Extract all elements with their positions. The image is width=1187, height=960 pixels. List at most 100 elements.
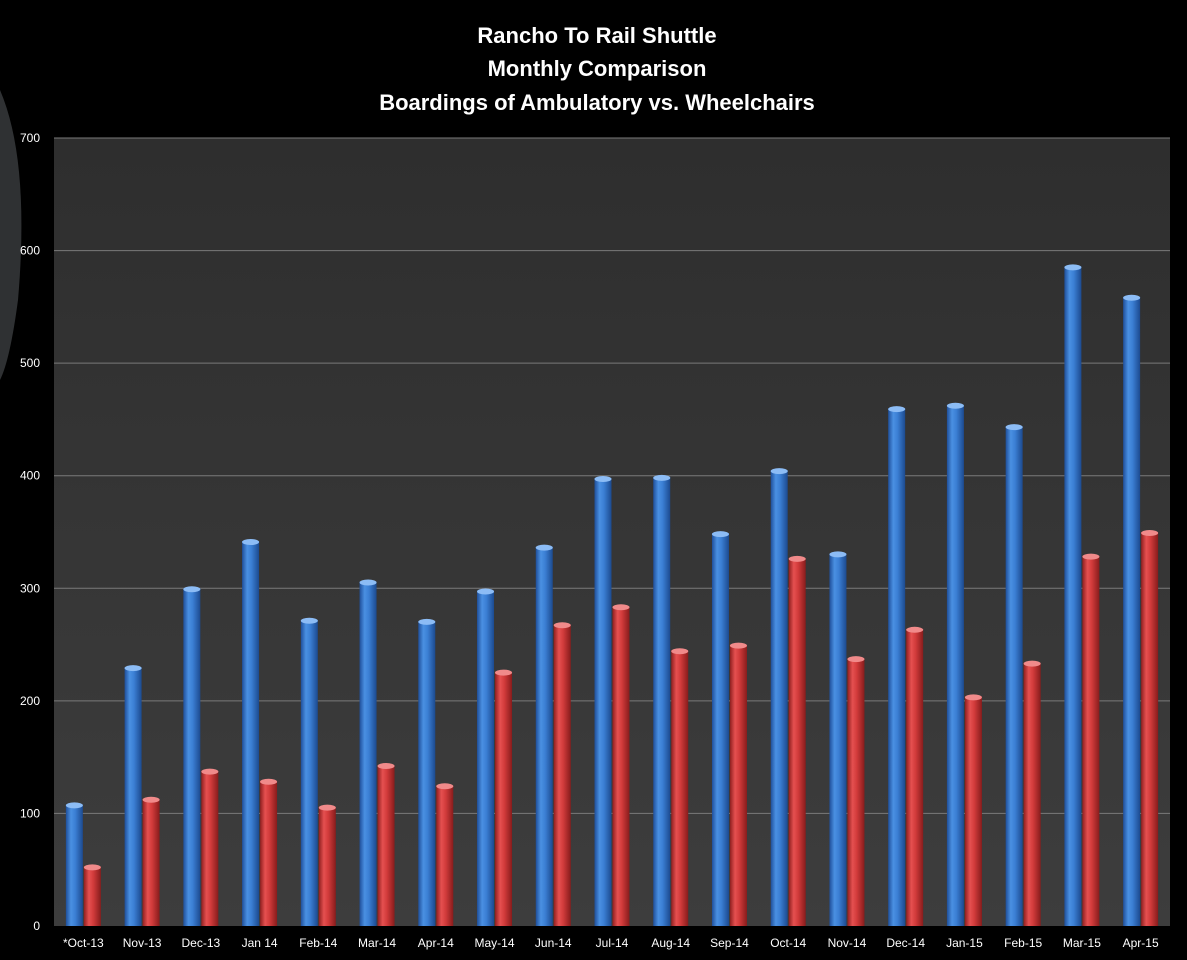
x-tick-label: Dec-14 [886,936,925,950]
bar-ambulatory [418,620,436,926]
chart-subtitle-line-1: Monthly Comparison [488,56,707,81]
bar-wheelchair [83,866,101,926]
x-tick-label: May-14 [475,936,515,950]
bar-ambulatory [477,590,495,926]
x-tick-label: Mar-15 [1063,936,1101,950]
bar-cap-ambulatory [1005,424,1023,431]
bar-wheelchair [553,624,571,926]
x-tick-label: Mar-14 [358,936,396,950]
y-tick-label: 500 [20,356,40,370]
x-tick-label: Dec-13 [181,936,220,950]
background-photo-edge [0,90,22,380]
bar-cap-ambulatory [1064,264,1082,271]
bar-wheelchair [377,765,395,926]
bar-cap-wheelchair [906,626,924,633]
chart-title: Rancho To Rail Shuttle [477,23,716,48]
x-tick-label: *Oct-13 [63,936,104,950]
bar-wheelchair [1141,532,1159,926]
bar-cap-ambulatory [946,402,964,409]
x-tick-label: Oct-14 [770,936,806,950]
bar-cap-ambulatory [65,802,83,809]
bar-cap-wheelchair [729,642,747,649]
gridlines [54,137,1170,814]
bar-ambulatory [770,470,788,926]
bar-wheelchair [612,606,630,926]
bar-cap-ambulatory [535,544,553,551]
bar-wheelchair [142,798,160,926]
bar-ambulatory [359,581,377,926]
bar-ambulatory [946,404,964,926]
y-tick-label: 400 [20,469,40,483]
bar-cap-wheelchair [847,656,865,663]
bar-cap-ambulatory [829,551,847,558]
bar-cap-wheelchair [671,648,689,655]
bar-cap-wheelchair [1082,553,1100,560]
bar-wheelchair [1023,662,1041,926]
bars [65,264,1159,927]
y-tick-label: 100 [20,806,40,820]
bar-cap-wheelchair [201,768,219,775]
bar-cap-ambulatory [242,539,260,546]
x-tick-label: Jun-14 [535,936,572,950]
bar-ambulatory [888,408,906,927]
bar-cap-ambulatory [124,665,142,672]
bar-cap-ambulatory [418,618,436,625]
bar-cap-ambulatory [653,474,671,481]
bar-cap-wheelchair [83,864,101,871]
bar-ambulatory [711,533,729,926]
bar-cap-wheelchair [318,804,336,811]
x-tick-label: Feb-14 [299,936,337,950]
x-tick-label: Jan-15 [946,936,983,950]
bar-ambulatory [300,619,318,926]
bar-cap-wheelchair [964,694,982,701]
y-tick-label: 200 [20,694,40,708]
bar-ambulatory [829,553,847,926]
bar-ambulatory [653,476,671,926]
x-tick-label: Jan 14 [242,936,278,950]
bar-wheelchair [964,696,982,926]
bar-ambulatory [242,541,260,926]
bar-ambulatory [183,588,201,926]
bar-cap-ambulatory [770,468,788,475]
bar-cap-ambulatory [359,579,377,586]
bar-wheelchair [906,628,924,926]
bar-cap-wheelchair [1141,530,1159,536]
bar-cap-ambulatory [711,531,729,538]
bar-wheelchair [436,785,454,926]
bar-cap-wheelchair [436,783,454,790]
bar-wheelchair [847,658,865,926]
y-tick-label: 300 [20,581,40,595]
bar-cap-ambulatory [300,617,318,624]
bar-cap-wheelchair [553,622,571,629]
bar-cap-wheelchair [495,669,513,676]
bar-wheelchair [318,806,336,926]
plot-area [54,138,1170,926]
bar-ambulatory [1064,266,1082,926]
x-tick-label: Feb-15 [1004,936,1042,950]
bar-cap-ambulatory [1123,294,1141,301]
bar-ambulatory [1005,426,1023,926]
bar-wheelchair [729,644,747,926]
y-tick-label: 600 [20,244,40,258]
bar-wheelchair [201,770,219,926]
bar-ambulatory [594,477,612,926]
chart-subtitle-line-2: Boardings of Ambulatory vs. Wheelchairs [379,90,815,115]
bar-ambulatory [65,804,83,926]
bar-wheelchair [495,671,513,926]
bar-wheelchair [1082,555,1100,926]
bar-wheelchair [788,557,806,926]
bar-ambulatory [124,667,142,926]
bar-cap-ambulatory [477,588,495,595]
bar-cap-wheelchair [1023,660,1041,667]
bar-wheelchair [671,650,689,926]
x-tick-label: Aug-14 [651,936,690,950]
x-tick-label: Sep-14 [710,936,749,950]
bar-cap-ambulatory [594,475,612,482]
bar-cap-wheelchair [260,778,278,785]
x-tick-label: Nov-14 [828,936,867,950]
y-tick-label: 0 [33,919,40,933]
x-tick-label: Nov-13 [123,936,162,950]
bar-cap-wheelchair [377,763,395,770]
bar-cap-wheelchair [788,555,806,562]
